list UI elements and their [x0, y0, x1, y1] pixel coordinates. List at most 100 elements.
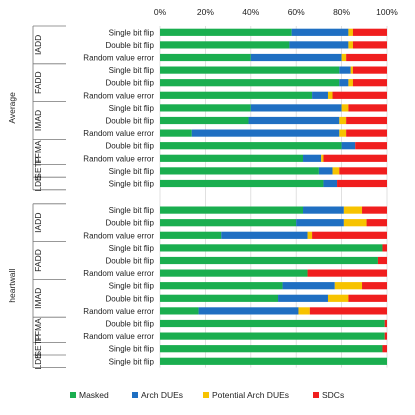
row-label: Double bit flip — [106, 219, 155, 228]
bar-segment-arch-dues — [250, 104, 342, 112]
bar-segment-potential-arch-dues — [332, 167, 340, 175]
group-labels: IADD FADD IMAD FFMA LDS Average IADD FADD IMAD FF… — [7, 25, 66, 370]
bar-segment-masked — [160, 231, 222, 239]
row-label: Double bit flip — [106, 117, 155, 126]
bar-segment-sdcs — [352, 79, 387, 87]
row-label: Random value error — [83, 154, 154, 163]
row-label: Random value error — [83, 231, 154, 240]
row-label: Double bit flip — [106, 257, 155, 266]
legend-label: Masked — [79, 390, 109, 400]
bar-segment-sdcs — [382, 244, 387, 252]
group-label: LDS — [33, 175, 43, 192]
legend: Masked Arch DUEs Potential Arch DUEs SDCs — [70, 390, 344, 400]
row-label: Single bit flip — [109, 345, 155, 354]
bar-segment-sdcs — [352, 28, 387, 36]
bar-segment-arch-dues — [289, 41, 349, 49]
row-label: Single bit flip — [109, 180, 155, 189]
row-label: Random value error — [83, 269, 154, 278]
row-label: Double bit flip — [106, 142, 155, 151]
bar-segment-arch-dues — [339, 79, 349, 87]
bar-segment-arch-dues — [339, 66, 351, 74]
row-label: Single bit flip — [109, 66, 155, 75]
bar-segment-masked — [160, 282, 283, 290]
bar-segment-sdcs — [352, 66, 387, 74]
bar-segment-sdcs — [384, 332, 387, 340]
row-label: Single bit flip — [109, 206, 155, 215]
bar-segment-potential-arch-dues — [343, 206, 363, 214]
row-label: Random value error — [83, 307, 154, 316]
group-label: LDS — [33, 353, 43, 370]
bar-segment-potential-arch-dues — [350, 66, 353, 74]
bar-segment-arch-dues — [250, 53, 342, 62]
bar-segment-arch-dues — [296, 219, 344, 227]
row-label: Single bit flip — [109, 244, 155, 253]
bar-segment-masked — [160, 256, 378, 265]
group-label: IADD — [33, 213, 43, 233]
bar-segment-masked — [160, 167, 319, 175]
bar-segment-masked — [160, 104, 251, 112]
bar-segment-potential-arch-dues — [348, 28, 353, 36]
bar-segment-arch-dues — [341, 142, 356, 150]
bar-segment-masked — [160, 179, 324, 188]
bar-segment-potential-arch-dues — [343, 219, 367, 227]
bar-segment-sdcs — [348, 294, 387, 302]
bar-segment-potential-arch-dues — [327, 294, 349, 302]
bar-segment-sdcs — [346, 53, 387, 62]
row-label: Random value error — [83, 332, 154, 341]
legend-label: Arch DUEs — [141, 390, 183, 400]
bar-segment-sdcs — [323, 154, 387, 162]
row-label: Single bit flip — [109, 357, 155, 366]
bar-segment-sdcs — [377, 256, 387, 265]
row-label: Double bit flip — [106, 294, 155, 303]
bar-segment-masked — [160, 79, 340, 87]
row-label: Double bit flip — [106, 320, 155, 329]
bar-segment-potential-arch-dues — [348, 79, 353, 87]
row-label: Single bit flip — [109, 28, 155, 37]
bar-segment-arch-dues — [303, 206, 344, 214]
bar-segment-potential-arch-dues — [298, 307, 310, 315]
bar-segment-sdcs — [332, 91, 387, 99]
row-label: Random value error — [83, 91, 154, 100]
bar-segment-arch-dues — [282, 282, 335, 290]
group-label: ISETP — [33, 156, 43, 181]
legend-swatch — [70, 392, 76, 398]
bar-segment-masked — [160, 66, 340, 74]
x-tick-label: 60% — [288, 7, 305, 17]
bar-segment-masked — [160, 219, 297, 227]
bar-segment-potential-arch-dues — [341, 53, 347, 62]
legend-label: SDCs — [322, 390, 344, 400]
bar-segment-sdcs — [382, 345, 387, 353]
section-label: heartwall — [7, 269, 17, 303]
x-tick-label: 20% — [197, 7, 214, 17]
bar-segment-sdcs — [346, 129, 387, 137]
bar-segment-arch-dues — [318, 167, 333, 175]
row-label: Double bit flip — [106, 41, 155, 50]
bar-segment-masked — [160, 319, 385, 328]
bar-segment-masked — [160, 206, 304, 214]
legend-swatch — [313, 392, 319, 398]
bar-segment-masked — [160, 307, 199, 315]
bar-segment-potential-arch-dues — [321, 154, 324, 162]
bar-segment-arch-dues — [278, 294, 328, 302]
bar-segment-arch-dues — [312, 91, 328, 99]
group-label: FADD — [33, 249, 43, 272]
bar-segment-sdcs — [352, 41, 387, 49]
group-label: IMAD — [33, 110, 43, 131]
bars — [160, 28, 387, 365]
bar-segment-potential-arch-dues — [341, 104, 349, 112]
bar-segment-arch-dues — [221, 231, 308, 239]
row-label: Random value error — [83, 54, 154, 63]
bar-segment-potential-arch-dues — [334, 282, 363, 290]
bar-segment-arch-dues — [291, 28, 349, 36]
bar-segment-masked — [160, 154, 304, 162]
x-tick-label: 0% — [154, 7, 167, 17]
grid-layer — [159, 26, 388, 368]
group-label: IADD — [33, 35, 43, 55]
bar-segment-masked — [160, 345, 383, 353]
bar-segment-arch-dues — [191, 129, 340, 137]
row-label: Single bit flip — [109, 282, 155, 291]
bar-segment-sdcs — [337, 179, 387, 188]
group-label: FFMA — [33, 140, 43, 163]
bar-segment-arch-dues — [323, 179, 338, 188]
group-label: FADD — [33, 71, 43, 94]
